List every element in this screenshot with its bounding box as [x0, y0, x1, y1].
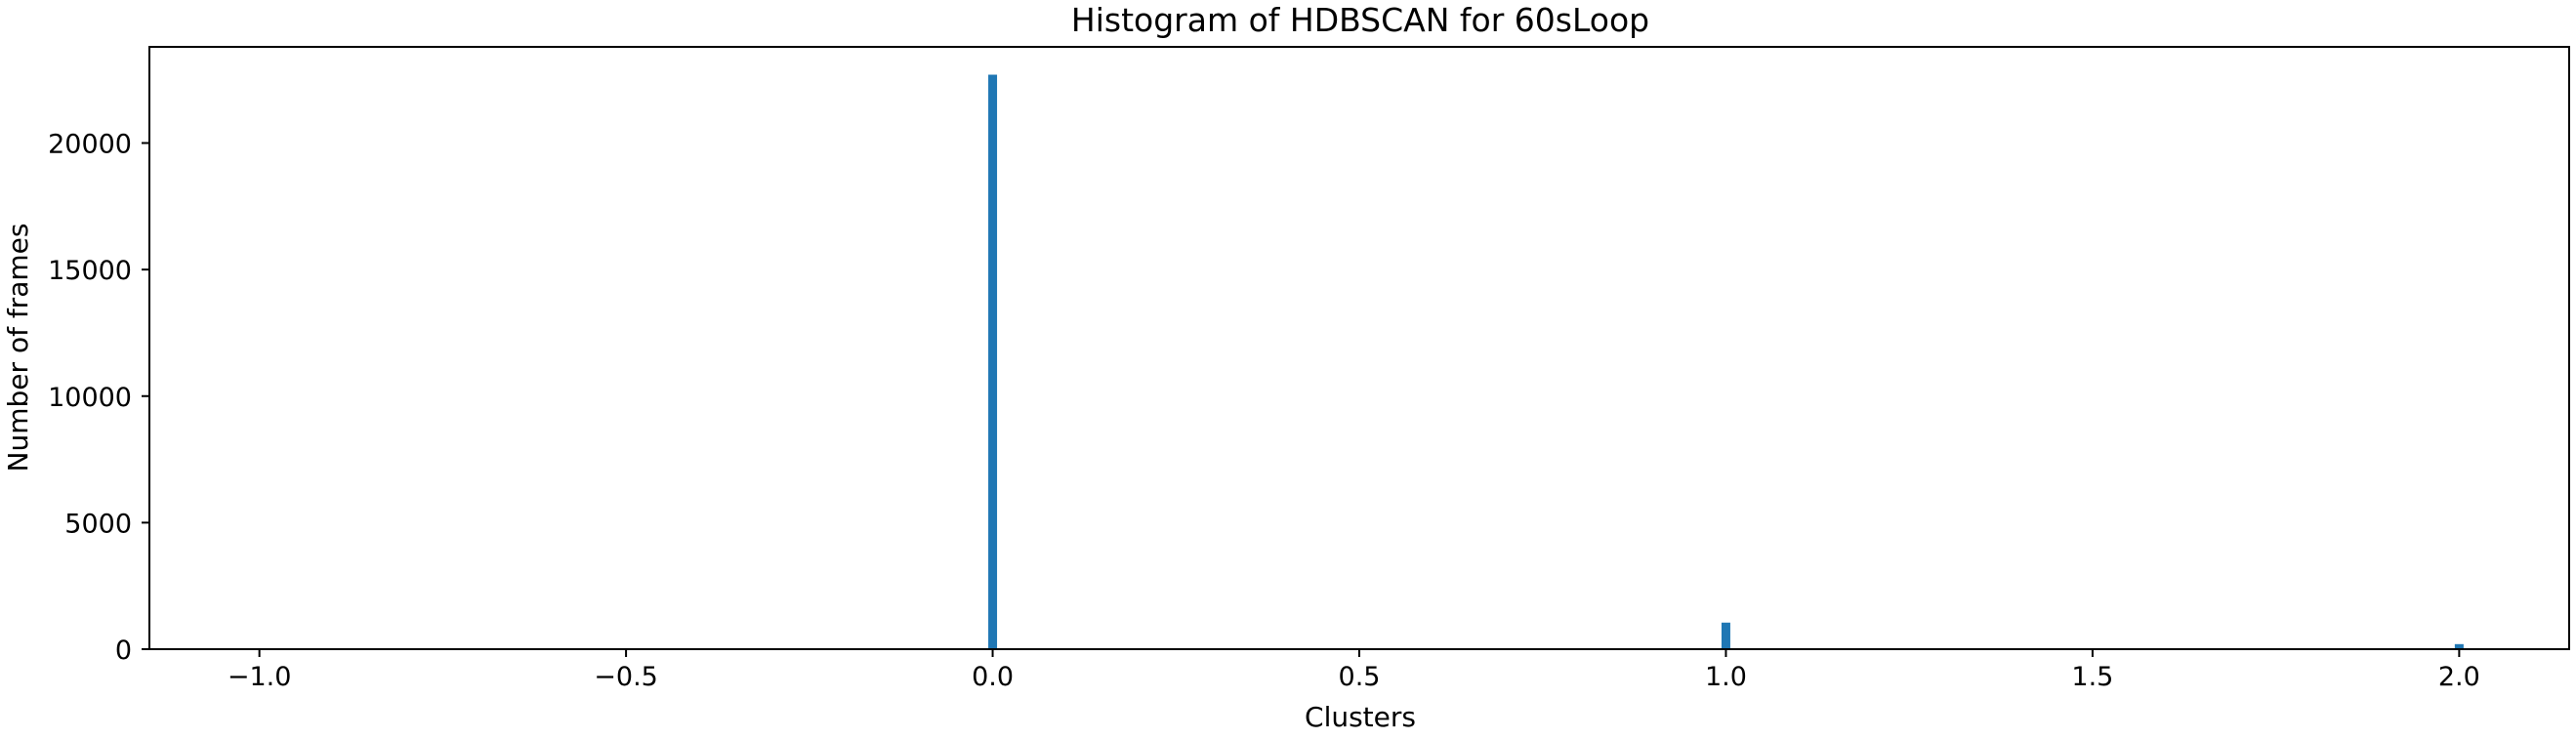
x-tick-label: 0.5	[1339, 662, 1381, 692]
y-axis: 0 5000 10000 15000 20000	[48, 130, 149, 666]
x-tick-label: −1.0	[228, 662, 292, 692]
x-tick-label: 1.0	[1705, 662, 1747, 692]
histogram-bar	[988, 74, 998, 649]
x-tick-label: 2.0	[2438, 662, 2480, 692]
x-tick-label: −0.5	[594, 662, 658, 692]
x-axis-title: Clusters	[1305, 701, 1416, 733]
y-tick-label: 15000	[48, 256, 132, 286]
y-tick-label: 10000	[48, 383, 132, 413]
y-axis-title: Number of frames	[2, 224, 34, 472]
x-tick-label: 0.0	[972, 662, 1014, 692]
y-tick-label: 0	[115, 636, 132, 666]
bars-layer	[988, 74, 2464, 649]
histogram-bar	[1721, 622, 1730, 649]
y-tick-label: 20000	[48, 130, 132, 160]
plot-frame	[148, 46, 2570, 650]
x-axis: −1.0 −0.5 0.0 0.5 1.0 1.5 2.0	[228, 649, 2480, 692]
x-tick-label: 1.5	[2071, 662, 2113, 692]
histogram-bar	[2454, 643, 2464, 649]
y-tick-label: 5000	[64, 509, 132, 539]
chart-title: Histogram of HDBSCAN for 60sLoop	[1071, 1, 1649, 39]
